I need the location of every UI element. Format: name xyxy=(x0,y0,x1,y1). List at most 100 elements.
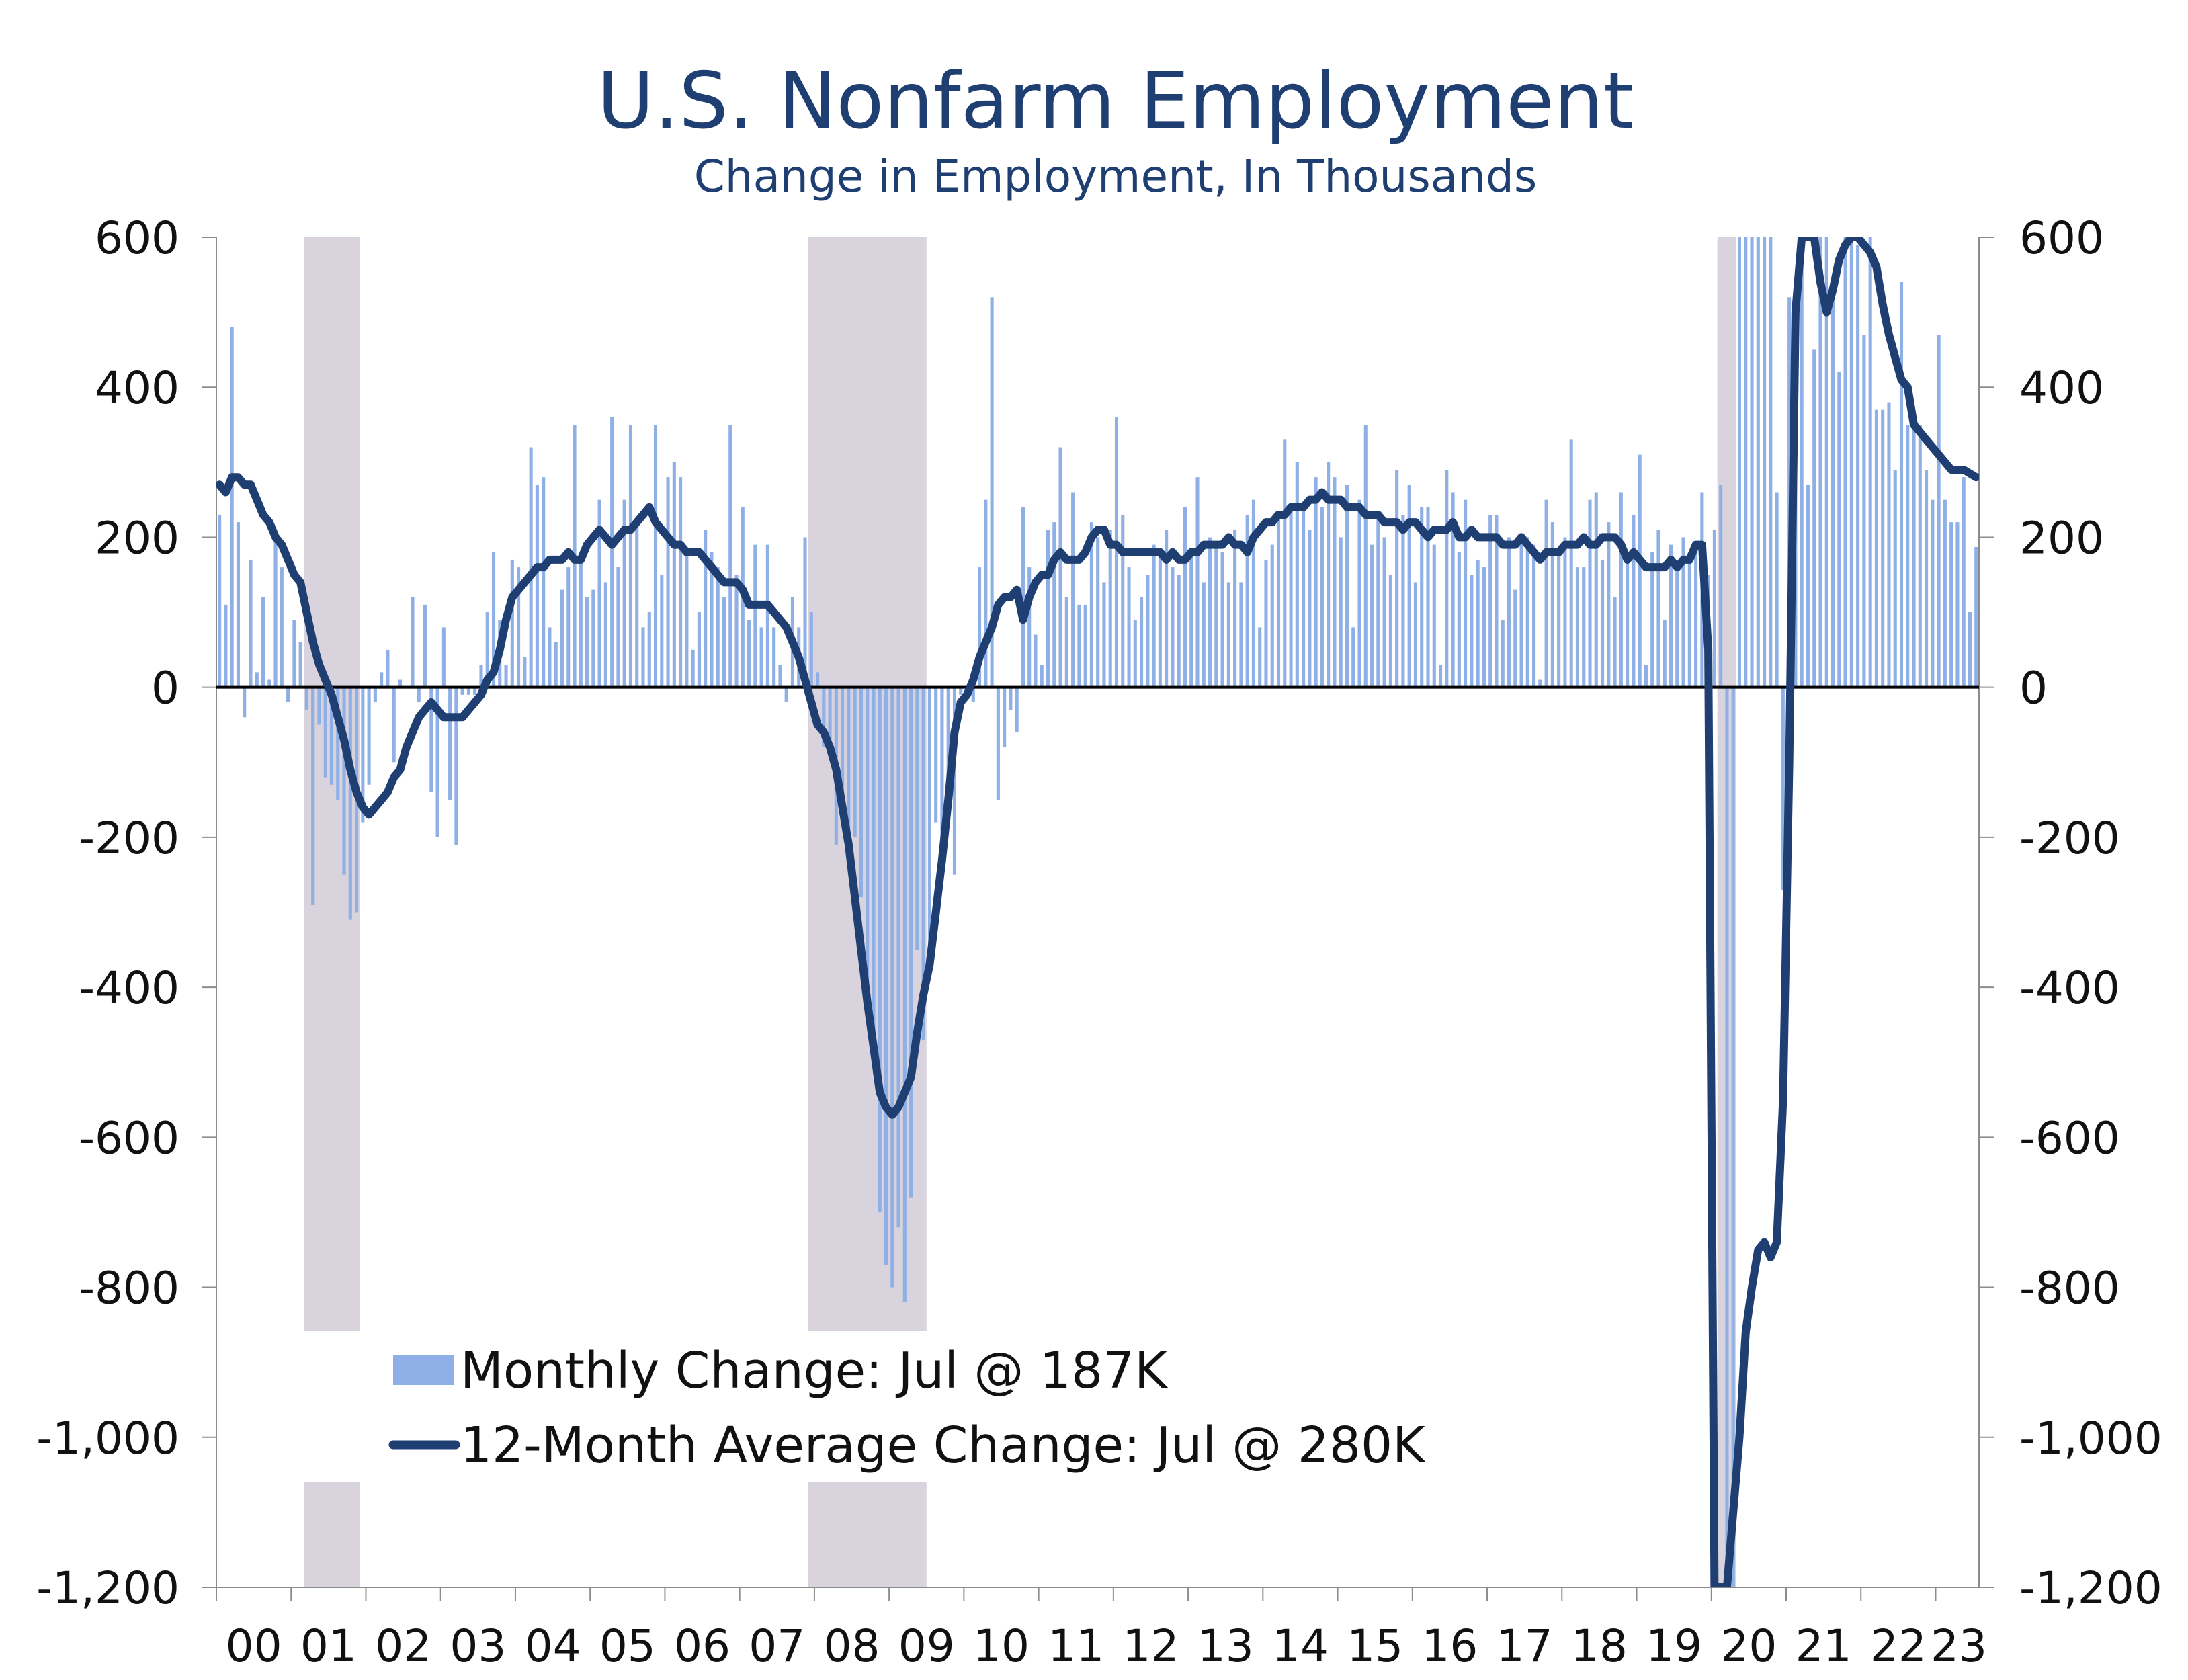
monthly-change-bar xyxy=(435,687,439,837)
monthly-change-bar xyxy=(697,612,701,687)
monthly-change-bar xyxy=(1818,237,1822,687)
monthly-change-bar xyxy=(1763,237,1767,687)
y-tick-label-left: -800 xyxy=(79,1263,179,1314)
monthly-change-bar xyxy=(1208,537,1212,687)
monthly-change-bar xyxy=(1744,237,1748,687)
monthly-change-bar xyxy=(1239,582,1243,687)
x-tick-label: 09 xyxy=(898,1620,955,1672)
x-tick-label: 23 xyxy=(1931,1620,1987,1672)
y-tick-label-right: 400 xyxy=(2019,362,2104,414)
y-tick-label-right: 200 xyxy=(2019,512,2104,564)
monthly-change-bar xyxy=(1363,425,1368,687)
monthly-change-bar xyxy=(1943,499,1947,687)
monthly-change-bar xyxy=(249,559,253,687)
monthly-change-bar xyxy=(841,687,845,823)
bars-layer xyxy=(218,237,1978,1587)
x-tick-label: 14 xyxy=(1272,1620,1329,1672)
monthly-change-bar xyxy=(529,447,533,687)
monthly-change-bar xyxy=(1127,567,1131,687)
monthly-change-bar xyxy=(1083,604,1087,687)
monthly-change-bar xyxy=(1575,567,1580,687)
y-tick-label-right: -400 xyxy=(2019,962,2120,1014)
monthly-change-bar xyxy=(1040,665,1044,687)
monthly-change-bar xyxy=(635,522,639,687)
monthly-change-bar xyxy=(479,665,483,687)
x-tick-label: 13 xyxy=(1197,1620,1254,1672)
monthly-change-bar xyxy=(1357,499,1361,687)
monthly-change-bar xyxy=(909,687,913,1198)
y-tick-label-right: -600 xyxy=(2019,1112,2120,1164)
monthly-change-bar xyxy=(1937,335,1941,687)
monthly-change-bar xyxy=(1407,485,1411,687)
monthly-change-bar xyxy=(647,612,651,687)
x-tick-label: 10 xyxy=(973,1620,1029,1672)
monthly-change-bar xyxy=(1027,567,1032,687)
monthly-change-bar xyxy=(1931,499,1935,687)
monthly-change-bar xyxy=(1189,552,1193,687)
monthly-change-bar xyxy=(348,687,352,920)
monthly-change-bar xyxy=(1058,447,1062,687)
monthly-change-bar xyxy=(373,687,377,702)
monthly-change-bar xyxy=(1912,425,1916,687)
x-tick-label: 17 xyxy=(1497,1620,1553,1672)
legend-background xyxy=(302,1331,1512,1482)
monthly-change-bar xyxy=(1525,537,1529,687)
monthly-change-bar xyxy=(267,679,271,687)
monthly-change-bar xyxy=(996,687,1000,800)
monthly-change-bar xyxy=(1594,492,1598,687)
monthly-change-bar xyxy=(984,499,988,687)
monthly-change-bar xyxy=(411,597,415,687)
monthly-change-bar xyxy=(1600,559,1605,687)
monthly-change-bar xyxy=(1470,575,1474,687)
monthly-change-bar xyxy=(822,687,826,747)
monthly-change-bar xyxy=(1925,469,1929,687)
monthly-change-bar xyxy=(660,575,664,687)
monthly-change-bar xyxy=(218,514,222,687)
monthly-change-bar xyxy=(1812,349,1816,687)
y-tick-label-left: -600 xyxy=(79,1112,179,1164)
monthly-change-bar xyxy=(1077,604,1081,687)
monthly-change-bar xyxy=(1712,530,1716,687)
monthly-change-bar xyxy=(1021,507,1025,687)
monthly-change-bar xyxy=(1276,514,1281,687)
y-tick-label-left: 600 xyxy=(95,212,179,264)
monthly-change-bar xyxy=(1650,552,1654,687)
monthly-change-bar xyxy=(610,417,614,687)
monthly-change-bar xyxy=(1376,514,1380,687)
monthly-change-bar xyxy=(1320,507,1324,687)
monthly-change-bar xyxy=(1451,492,1455,687)
monthly-change-bar xyxy=(1550,522,1554,687)
monthly-change-bar xyxy=(597,499,601,687)
monthly-change-bar xyxy=(921,687,925,1040)
monthly-change-bar xyxy=(672,462,676,687)
legend: Monthly Change: Jul @ 187K 12-Month Aver… xyxy=(302,1331,1512,1482)
monthly-change-bar xyxy=(1538,679,1542,687)
monthly-change-bar xyxy=(884,687,888,1265)
monthly-change-bar xyxy=(504,665,508,687)
monthly-change-bar xyxy=(1245,514,1249,687)
monthly-change-bar xyxy=(902,687,907,1302)
monthly-change-bar xyxy=(1681,537,1685,687)
monthly-change-bar xyxy=(224,604,228,687)
monthly-change-bar xyxy=(1133,620,1137,687)
monthly-change-bar xyxy=(1302,507,1306,687)
chart-title: U.S. Nonfarm Employment xyxy=(597,56,1634,146)
monthly-change-bar xyxy=(298,642,302,687)
monthly-change-bar xyxy=(1962,477,1966,687)
monthly-change-bar xyxy=(1370,544,1374,687)
monthly-change-bar xyxy=(716,567,720,687)
monthly-change-bar xyxy=(1395,469,1399,687)
monthly-change-bar xyxy=(566,567,571,687)
monthly-change-bar xyxy=(628,425,632,687)
monthly-change-bar xyxy=(1756,237,1760,687)
monthly-change-bar xyxy=(417,687,421,702)
x-tick-label: 08 xyxy=(824,1620,880,1672)
monthly-change-bar xyxy=(1220,552,1224,687)
y-tick-label-right: -800 xyxy=(2019,1263,2120,1314)
monthly-change-bar xyxy=(896,687,900,1228)
monthly-change-bar xyxy=(1507,537,1511,687)
monthly-change-bar xyxy=(1034,634,1038,687)
y-tick-label-left: -200 xyxy=(79,812,179,864)
monthly-change-bar xyxy=(554,642,558,687)
